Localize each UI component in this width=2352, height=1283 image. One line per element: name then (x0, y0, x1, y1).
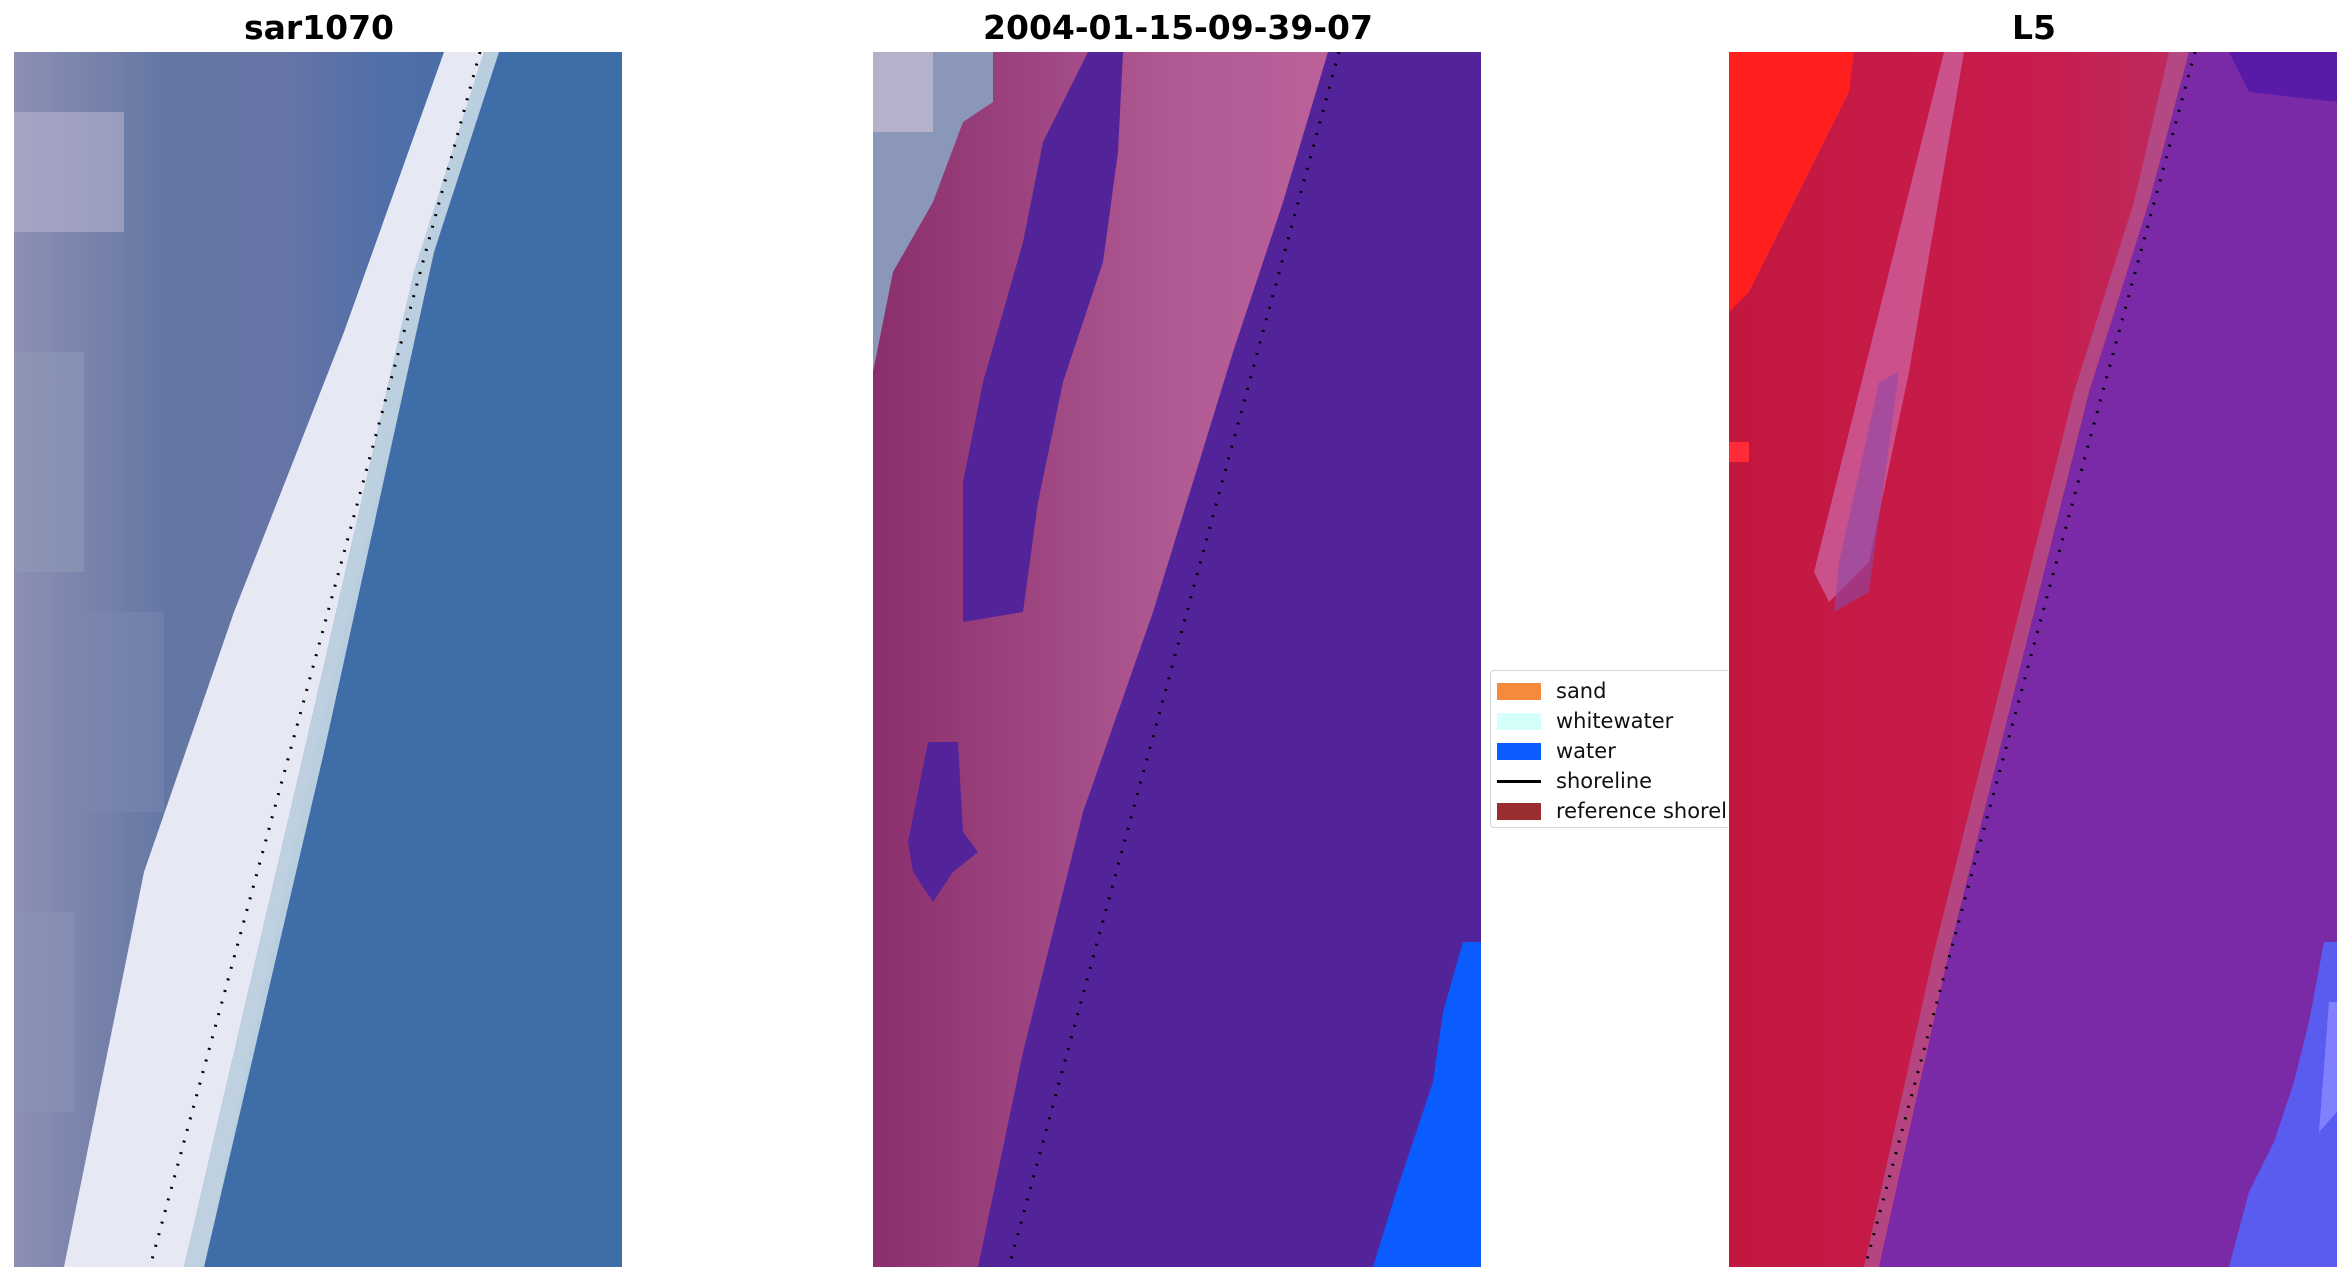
legend: sand whitewater water shoreline referenc… (1490, 670, 1728, 828)
legend-label-shoreline: shoreline (1556, 769, 1653, 793)
reference-shoreline-swatch (1497, 802, 1541, 820)
panel-title-l5: L5 (2012, 8, 2056, 47)
index-image (1729, 52, 2337, 1267)
classified-image (873, 52, 1481, 1267)
shoreline-line-swatch (1497, 779, 1541, 783)
legend-item-shoreline: shoreline (1497, 767, 1652, 795)
panel-title-sar1070: sar1070 (243, 8, 395, 47)
blue-corner (2229, 942, 2337, 1267)
legend-item-water: water (1497, 737, 1616, 765)
legend-item-sand: sand (1497, 677, 1606, 705)
water-edge (1373, 942, 1481, 1267)
legend-label-sand: sand (1556, 679, 1607, 703)
legend-item-whitewater: whitewater (1497, 707, 1673, 735)
water-zone (1879, 52, 2337, 1267)
legend-item-reference-shoreline: reference shoreline (1497, 797, 1728, 825)
sand-swatch (1497, 682, 1541, 700)
water-body (978, 52, 1481, 1267)
legend-label-water: water (1556, 739, 1616, 763)
rgb-image (14, 52, 622, 1267)
inner-water-channel (963, 52, 1123, 622)
rgb-image-panel[interactable] (14, 52, 622, 1267)
whitewater-band (64, 52, 484, 1267)
panel-title-date: 2004-01-15-09-39-07 (983, 8, 1373, 47)
bright-red-zone (1729, 52, 1854, 312)
legend-label-reference-shoreline: reference shoreline (1556, 799, 1728, 823)
index-image-panel[interactable] (1729, 52, 2337, 1267)
legend-label-whitewater: whitewater (1556, 709, 1674, 733)
water-swatch (1497, 742, 1541, 760)
whitewater-swatch (1497, 712, 1541, 730)
classified-image-panel[interactable] (873, 52, 1481, 1267)
